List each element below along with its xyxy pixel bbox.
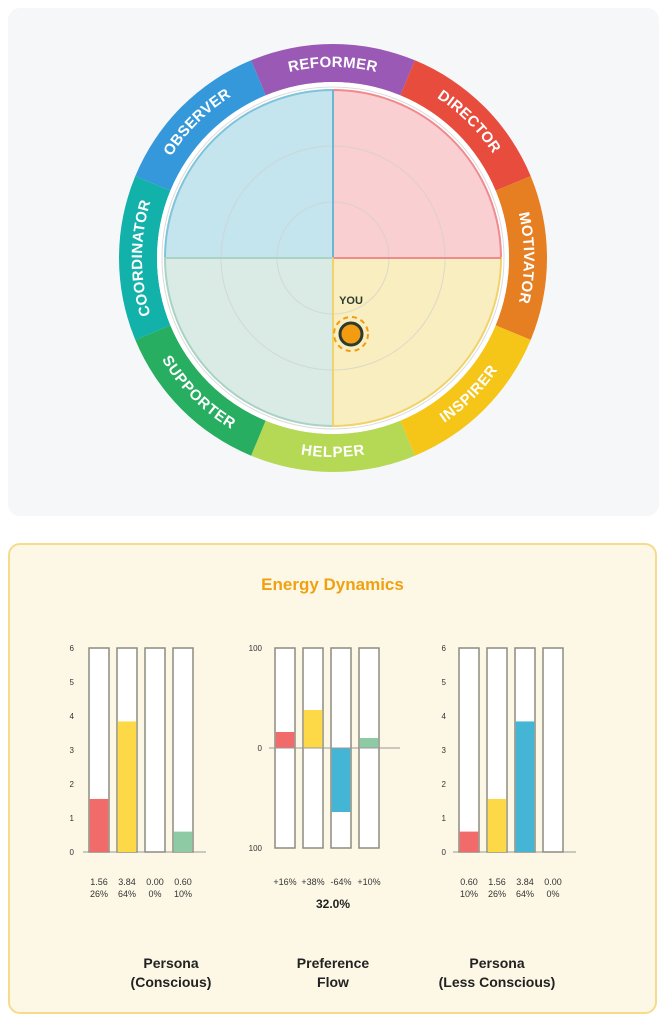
y-tick-label: 100	[249, 644, 263, 653]
bar	[331, 748, 351, 812]
bar-value-label: 1.56	[90, 877, 108, 887]
energy-dynamics-title: Energy Dynamics	[261, 575, 404, 594]
y-tick-label: 0	[258, 744, 263, 753]
y-tick-label: 3	[70, 746, 75, 755]
bar	[303, 710, 323, 748]
chart-label-conscious: Persona (Conscious)	[86, 954, 256, 992]
wheel-segment-coordinator	[118, 176, 171, 340]
bar-frame	[144, 647, 166, 853]
quadrant-bottom-right	[332, 257, 503, 428]
wheel-segment-helper	[251, 420, 415, 472]
bar	[359, 738, 379, 748]
bar-value-label: 0.00	[544, 877, 562, 887]
wheel-segment-motivator	[495, 176, 547, 340]
bar-percent-label: 0%	[546, 889, 559, 899]
y-tick-label: 3	[442, 746, 447, 755]
wheel-outline	[161, 86, 505, 430]
chart-label-line: Flow	[317, 974, 349, 990]
energy-charts: 01234561.5626%3.8464%0.000%0.6010%100010…	[70, 644, 576, 899]
wheel-segment-reformer	[251, 44, 415, 96]
wheel-segment-supporter	[135, 325, 266, 456]
bar	[275, 732, 295, 748]
y-tick-label: 2	[442, 780, 447, 789]
chart-label-line: Persona	[143, 955, 199, 971]
bar-percent-label: 10%	[174, 889, 192, 899]
bar-value-label: 0.60	[460, 877, 478, 887]
y-tick-label: 4	[70, 712, 75, 721]
y-tick-label: 6	[442, 644, 447, 653]
chart-label-less-conscious: Persona (Less Conscious)	[412, 954, 582, 992]
you-marker-ring	[333, 316, 369, 352]
wheel-segment-director	[400, 60, 531, 191]
wheel-card: REFORMER DIRECTOR MOTIVATOR INSPIRER HELPER S…	[8, 8, 659, 516]
energy-dynamics-card: Energy Dynamics 0 1 2 3 4 5 6 1.56 26% 3.84 64% 0.0…	[8, 543, 657, 1014]
y-tick-label: 0	[442, 848, 447, 857]
bar-percent-label: 26%	[90, 889, 108, 899]
bar	[89, 798, 109, 852]
persona-wheel: REFORMERDIRECTORMOTIVATORINSPIRERHELPERS…	[118, 44, 547, 472]
chart-label-preference-flow: Preference Flow	[248, 954, 418, 992]
chart-label-line: Persona	[469, 955, 525, 971]
y-tick-label: 1	[442, 814, 447, 823]
preference-flow-total: 32.0%	[315, 897, 351, 911]
bar-percent-label: 10%	[460, 889, 478, 899]
wheel-segment-inspirer	[400, 325, 531, 456]
chart-label-line: (Conscious)	[130, 974, 212, 990]
wheel-segment-observer	[135, 60, 266, 191]
bar-percent-label: 64%	[118, 889, 136, 899]
wheel-label-motivator: MOTIVATOR	[515, 211, 537, 306]
bar-frame	[542, 647, 564, 853]
bar	[515, 721, 535, 852]
bar-value-label: +16%	[273, 877, 296, 887]
bar-value-label: +38%	[301, 877, 324, 887]
bar-percent-label: 64%	[516, 889, 534, 899]
bar-frame	[172, 647, 194, 853]
you-marker	[338, 321, 364, 347]
y-tick-label: 5	[442, 678, 447, 687]
y-tick-label: 2	[70, 780, 75, 789]
bar	[459, 831, 479, 852]
quadrant-bottom-left	[163, 257, 334, 428]
bar-value-label: 3.84	[516, 877, 534, 887]
bar-value-label: +10%	[357, 877, 380, 887]
wheel-label-helper: HELPER	[300, 442, 366, 462]
bar-value-label: 1.56	[488, 877, 506, 887]
y-tick-label: 100	[249, 844, 263, 853]
chart-label-line: (Less Conscious)	[438, 974, 556, 990]
y-tick-label: 4	[442, 712, 447, 721]
chart-label-line: Preference	[296, 955, 370, 971]
quadrant-top-right	[332, 88, 503, 259]
bar-frame	[458, 647, 480, 853]
y-tick-label: 1	[70, 814, 75, 823]
bar-percent-label: 26%	[488, 889, 506, 899]
wheel-label-reformer: REFORMER	[287, 54, 380, 76]
quadrant-top-left	[163, 88, 334, 259]
y-tick-label: 6	[70, 644, 75, 653]
bar	[173, 831, 193, 852]
bar-value-label: 0.00	[146, 877, 164, 887]
y-tick-label: 5	[70, 678, 75, 687]
bar-value-label: 0.60	[174, 877, 192, 887]
bar-value-label: 3.84	[118, 877, 136, 887]
bar	[487, 798, 507, 852]
bar-percent-label: 0%	[148, 889, 161, 899]
y-tick-label: 0	[70, 848, 75, 857]
bar-value-label: -64%	[330, 877, 351, 887]
bar	[117, 721, 137, 852]
you-label: YOU	[339, 295, 363, 307]
